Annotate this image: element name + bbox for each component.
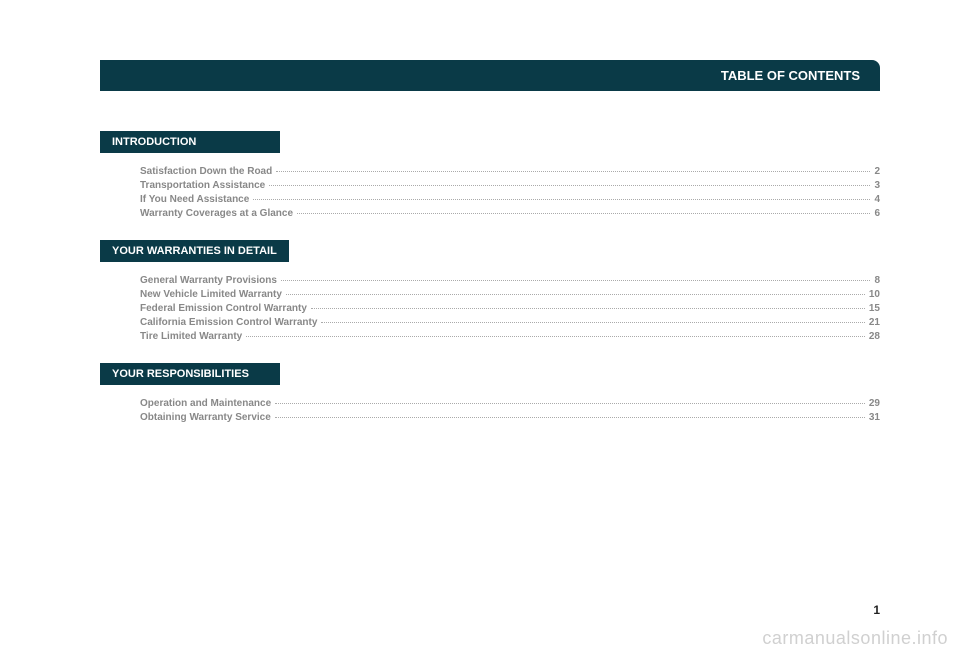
section-header-introduction: INTRODUCTION [100,131,280,153]
section-header-responsibilities: YOUR RESPONSIBILITIES [100,363,280,385]
toc-entry: California Emission Control Warranty 21 [100,317,880,328]
toc-dots [275,417,865,418]
toc-title: New Vehicle Limited Warranty [140,289,282,300]
header-banner: TABLE OF CONTENTS [100,60,880,91]
toc-page: 4 [874,194,880,205]
toc-entry: Tire Limited Warranty 28 [100,331,880,342]
toc-dots [275,403,865,404]
toc-dots [286,294,865,295]
toc-page: 2 [874,166,880,177]
page-number: 1 [873,603,880,617]
toc-title: General Warranty Provisions [140,275,277,286]
toc-entry: Transportation Assistance 3 [100,180,880,191]
toc-entry: Federal Emission Control Warranty 15 [100,303,880,314]
toc-title: Operation and Maintenance [140,398,271,409]
page-container: TABLE OF CONTENTS INTRODUCTION Satisfact… [0,0,960,657]
toc-title: Satisfaction Down the Road [140,166,272,177]
toc-dots [297,213,870,214]
toc-page: 6 [874,208,880,219]
toc-entry: General Warranty Provisions 8 [100,275,880,286]
section-heading: YOUR RESPONSIBILITIES [112,368,249,380]
toc-entry: Warranty Coverages at a Glance 6 [100,208,880,219]
toc-page: 8 [874,275,880,286]
toc-page: 31 [869,412,880,423]
toc-dots [269,185,870,186]
toc-title: Federal Emission Control Warranty [140,303,307,314]
toc-page: 3 [874,180,880,191]
header-title: TABLE OF CONTENTS [721,68,860,83]
toc-dots [276,171,870,172]
toc-entry: Obtaining Warranty Service 31 [100,412,880,423]
toc-title: Transportation Assistance [140,180,265,191]
watermark: carmanualsonline.info [762,628,948,649]
toc-title: Warranty Coverages at a Glance [140,208,293,219]
toc-title: California Emission Control Warranty [140,317,317,328]
toc-entry: New Vehicle Limited Warranty 10 [100,289,880,300]
toc-page: 10 [869,289,880,300]
toc-page: 15 [869,303,880,314]
toc-title: Tire Limited Warranty [140,331,242,342]
toc-entry: Operation and Maintenance 29 [100,398,880,409]
toc-dots [311,308,865,309]
toc-dots [253,199,870,200]
toc-title: If You Need Assistance [140,194,249,205]
toc-page: 28 [869,331,880,342]
toc-dots [281,280,871,281]
toc-entry: Satisfaction Down the Road 2 [100,166,880,177]
section-header-warranties: YOUR WARRANTIES IN DETAIL [100,240,289,262]
toc-entry: If You Need Assistance 4 [100,194,880,205]
toc-title: Obtaining Warranty Service [140,412,271,423]
toc-dots [321,322,864,323]
toc-dots [246,336,865,337]
section-heading: INTRODUCTION [112,136,196,148]
toc-page: 29 [869,398,880,409]
toc-page: 21 [869,317,880,328]
section-heading: YOUR WARRANTIES IN DETAIL [112,245,277,257]
